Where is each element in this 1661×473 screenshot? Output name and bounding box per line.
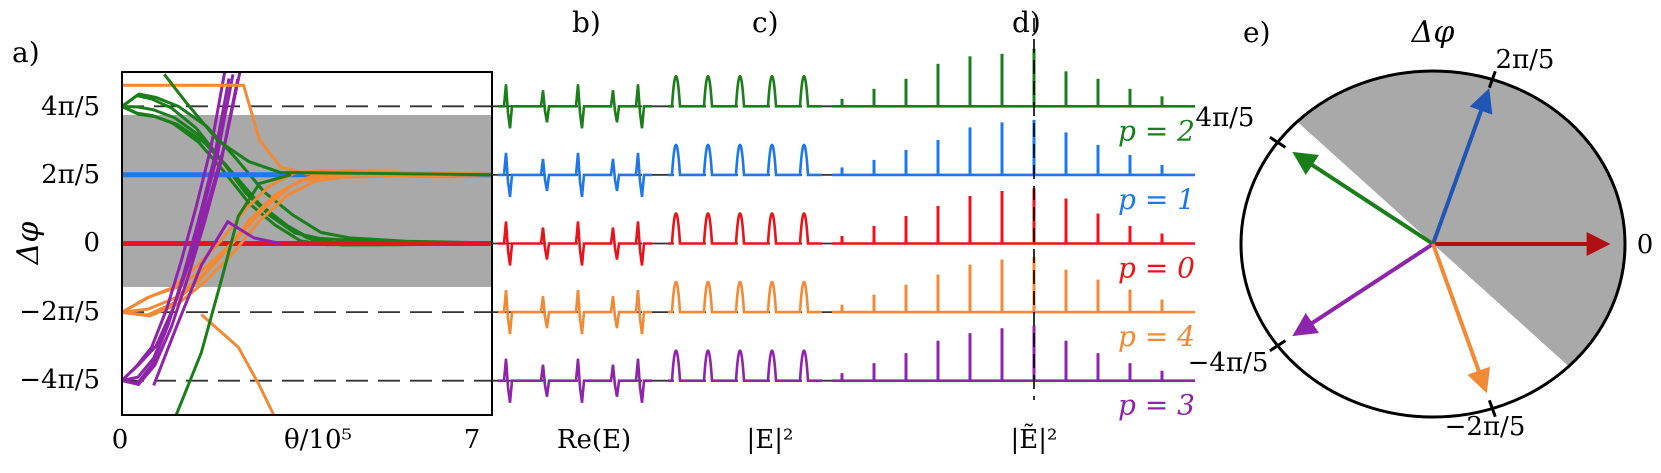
p-labels: p = 2 p = 1 p = 0 p = 4 p = 3 (1118, 114, 1195, 421)
panel-a-band (122, 115, 492, 287)
trace-p3 (122, 72, 227, 382)
dial-label-m4pi5: −4π/5 (1188, 348, 1269, 378)
panel-e-shaded-sector (1297, 70, 1625, 367)
panel-a: 4π/5 2π/5 0 −2π/5 −4π/5 0 7 θ/10⁵ Δφ (11, 71, 493, 455)
panel-e: Δφ 2π/5 4π/5 0 −4π/5 −2π/5 (1188, 15, 1654, 442)
panel-label-c: c) (752, 6, 779, 39)
panel-label-e: e) (1243, 16, 1271, 49)
panel-c-trace-p0 (668, 212, 822, 245)
row-label-p2: p = 2 (1118, 114, 1195, 147)
dial-arrow (1431, 243, 1490, 394)
panel-b-trace-p0 (498, 221, 652, 266)
row-label-p4: p = 4 (1118, 320, 1195, 353)
trace-p2-strand (163, 73, 492, 177)
dial-label-m2pi5: −2π/5 (1445, 412, 1526, 442)
ytick-m2pi5: −2π/5 (19, 297, 100, 327)
ytick-2pi5: 2π/5 (41, 160, 100, 190)
dial-arrow (1431, 88, 1493, 245)
trace-p3-strand (152, 219, 281, 386)
panel-e-ticks (1269, 70, 1497, 418)
xtick-7: 7 (464, 425, 481, 455)
dial-tick (1487, 70, 1497, 89)
ylabel-a: Δφ (11, 222, 46, 266)
panel-e-title: Δφ (1411, 15, 1455, 50)
xlabel-d: |Ẽ|² (1011, 423, 1058, 455)
dial-label-4pi5: 4π/5 (1196, 103, 1255, 133)
panel-a-traces (122, 72, 492, 415)
ytick-4pi5: 4π/5 (41, 92, 100, 122)
row-label-p1: p = 1 (1118, 183, 1195, 216)
xlabel-b: Re(E) (557, 425, 631, 455)
panel-label-b: b) (572, 6, 601, 39)
ytick-m4pi5: −4π/5 (19, 365, 100, 395)
ytick-0: 0 (83, 228, 100, 258)
row-label-p3: p = 3 (1118, 389, 1195, 422)
xtick-0: 0 (112, 425, 129, 455)
xlabel-c: |E|² (747, 425, 794, 455)
panel-e-arrows (1292, 88, 1611, 394)
xlabel-a: θ/10⁵ (284, 425, 352, 455)
panel-c-trace-p2 (668, 74, 822, 108)
panel-b-trace-p3 (498, 358, 652, 403)
panels-bcd (492, 48, 1195, 403)
row-label-p0: p = 0 (1118, 252, 1195, 285)
dial-arrow (1292, 242, 1435, 337)
dial-tick (1269, 339, 1287, 353)
dial-label-0: 0 (1637, 230, 1654, 260)
panel-b-trace-p4 (498, 289, 652, 335)
panel-e-circle (1239, 69, 1627, 419)
panel-c-trace-p3 (668, 349, 822, 383)
dial-label-2pi5: 2π/5 (1496, 45, 1555, 75)
trace-p4 (122, 169, 468, 314)
dial-tick (1487, 399, 1497, 418)
trace-p2-strand (174, 173, 292, 415)
panel-c-trace-p4 (668, 280, 822, 314)
panel-label-a: a) (12, 36, 40, 69)
dial-arrow (1292, 151, 1435, 246)
panel-b-trace-p1 (498, 152, 652, 198)
panel-c-trace-p1 (668, 143, 822, 177)
panel-label-d: d) (1012, 6, 1041, 39)
trace-p4-strand (200, 313, 276, 415)
panel-b-trace-p2 (498, 84, 652, 129)
dial-tick (1269, 135, 1287, 149)
